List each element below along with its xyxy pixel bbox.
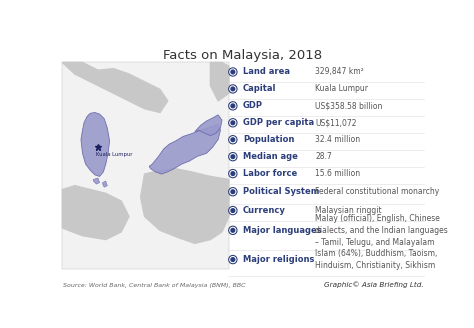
Text: GDP: GDP [243, 101, 263, 110]
Text: Federal constitutional monarchy: Federal constitutional monarchy [315, 187, 439, 196]
FancyBboxPatch shape [63, 62, 229, 269]
Circle shape [230, 189, 236, 195]
Text: Median age: Median age [243, 152, 298, 161]
Circle shape [230, 86, 236, 92]
Text: Graphic© Asia Briefing Ltd.: Graphic© Asia Briefing Ltd. [324, 281, 423, 288]
Circle shape [230, 256, 236, 262]
Circle shape [229, 256, 237, 264]
Text: Land area: Land area [243, 68, 290, 76]
Text: Currency: Currency [243, 206, 286, 215]
Polygon shape [103, 181, 107, 187]
Circle shape [230, 103, 236, 109]
Text: Source: World Bank, Central Bank of Malaysia (BNM), BBC: Source: World Bank, Central Bank of Mala… [63, 283, 246, 288]
Circle shape [229, 68, 237, 76]
Circle shape [230, 154, 236, 160]
Text: Malaysian ringgit: Malaysian ringgit [315, 206, 382, 215]
Text: 15.6 million: 15.6 million [315, 169, 360, 178]
Circle shape [229, 85, 237, 93]
Text: Major languages: Major languages [243, 226, 321, 235]
Text: Labor force: Labor force [243, 169, 297, 178]
Text: 329,847 km²: 329,847 km² [315, 68, 364, 76]
Circle shape [229, 207, 237, 215]
Polygon shape [141, 169, 229, 243]
Polygon shape [63, 62, 168, 113]
Polygon shape [81, 113, 109, 176]
Circle shape [231, 138, 235, 142]
Circle shape [229, 188, 237, 196]
Polygon shape [195, 115, 222, 135]
Circle shape [231, 172, 235, 175]
Circle shape [230, 120, 236, 126]
Circle shape [231, 155, 235, 158]
Text: Major religions: Major religions [243, 255, 314, 264]
Polygon shape [93, 178, 100, 184]
Polygon shape [210, 62, 229, 101]
Circle shape [229, 102, 237, 110]
Circle shape [230, 69, 236, 75]
Text: Malay (official), English, Chinese
dialects, and the Indian languages
– Tamil, T: Malay (official), English, Chinese diale… [315, 214, 448, 247]
Circle shape [230, 171, 236, 176]
Polygon shape [149, 124, 220, 174]
Text: US$11,072: US$11,072 [315, 118, 356, 127]
Text: Islam (64%), Buddhism, Taoism,
Hinduism, Christianity, Sikhism: Islam (64%), Buddhism, Taoism, Hinduism,… [315, 249, 438, 270]
Circle shape [229, 226, 237, 234]
Circle shape [231, 190, 235, 194]
Circle shape [231, 87, 235, 91]
Text: Facts on Malaysia, 2018: Facts on Malaysia, 2018 [164, 49, 322, 62]
Circle shape [231, 229, 235, 232]
Circle shape [231, 121, 235, 125]
Text: Kuala Lumpur: Kuala Lumpur [96, 152, 133, 157]
Text: 32.4 million: 32.4 million [315, 135, 360, 144]
Circle shape [230, 227, 236, 233]
Circle shape [229, 153, 237, 161]
Circle shape [231, 104, 235, 108]
Text: Political System: Political System [243, 187, 319, 196]
Circle shape [231, 209, 235, 213]
Text: Kuala Lumpur: Kuala Lumpur [315, 84, 368, 93]
Text: US$358.58 billion: US$358.58 billion [315, 101, 383, 110]
Circle shape [231, 258, 235, 261]
Text: 28.7: 28.7 [315, 152, 332, 161]
Circle shape [229, 136, 237, 144]
Circle shape [229, 170, 237, 178]
Circle shape [230, 208, 236, 214]
Circle shape [230, 137, 236, 143]
Text: Capital: Capital [243, 84, 276, 93]
Text: Population: Population [243, 135, 294, 144]
Circle shape [229, 119, 237, 127]
Polygon shape [63, 186, 129, 239]
Circle shape [231, 70, 235, 74]
Text: GDP per capita: GDP per capita [243, 118, 314, 127]
